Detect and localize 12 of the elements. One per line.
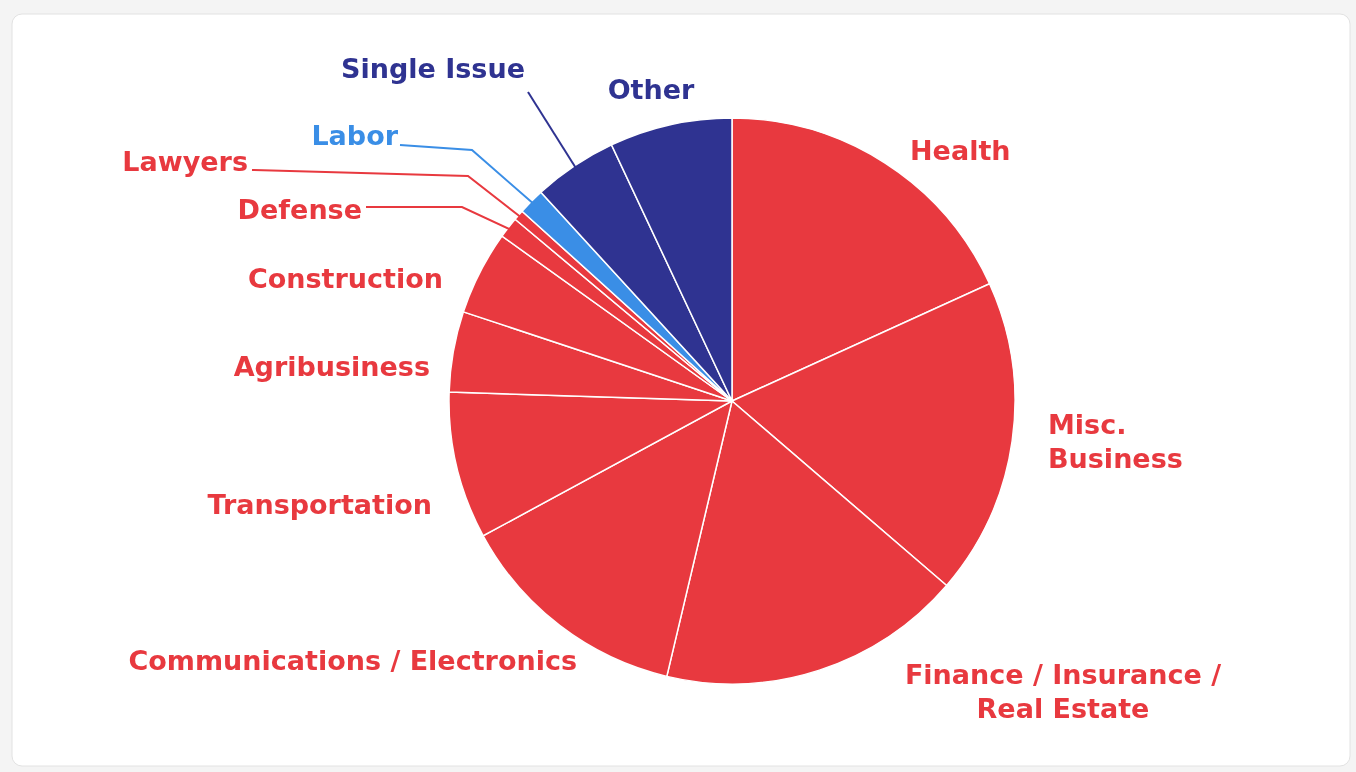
slice-label: Communications / Electronics xyxy=(128,645,577,676)
slice-label: Other xyxy=(607,74,696,105)
slice-label: Defense xyxy=(237,194,362,225)
slice-label: Construction xyxy=(247,263,443,294)
slice-label: Misc. Business xyxy=(1048,409,1183,474)
slice-label: Health xyxy=(910,135,1011,166)
slice-label: Transportation xyxy=(207,489,432,520)
slice-label: Agribusiness xyxy=(233,351,430,382)
slice-label: Single Issue xyxy=(341,53,525,84)
slice-label: Labor xyxy=(311,120,399,151)
slice-label: Lawyers xyxy=(122,146,248,177)
slice-label: Finance / Insurance / Real Estate xyxy=(904,659,1222,724)
